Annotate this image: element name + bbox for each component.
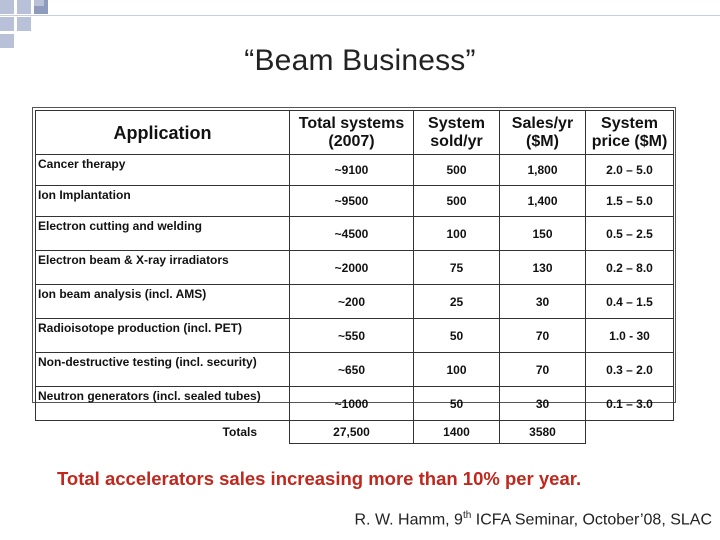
sold-per-yr-cell: 500 bbox=[413, 185, 500, 217]
totals-sold-per-yr: 1400 bbox=[413, 420, 500, 444]
slide-credit: R. W. Hamm, 9th ICFA Seminar, October’08… bbox=[355, 510, 713, 529]
totals-sales-per-yr: 3580 bbox=[499, 420, 586, 444]
application-cell: Ion Implantation bbox=[35, 185, 290, 217]
decor-square bbox=[17, 17, 31, 31]
sold-per-yr-cell: 50 bbox=[413, 318, 500, 353]
total-systems-cell: ~200 bbox=[289, 284, 414, 319]
sold-per-yr-cell: 100 bbox=[413, 216, 500, 251]
column-header: System sold/yr bbox=[413, 110, 500, 155]
growth-statement: Total accelerators sales increasing more… bbox=[57, 468, 582, 489]
price-cell: 2.0 – 5.0 bbox=[585, 154, 674, 186]
sales-per-yr-cell: 30 bbox=[499, 284, 586, 319]
credit-prefix: R. W. Hamm, 9 bbox=[354, 511, 463, 529]
beam-business-table: Application Total systems (2007) System so… bbox=[35, 110, 674, 444]
application-cell: Electron beam & X-ray irradiators bbox=[35, 250, 290, 285]
table-row: Ion Implantation ~9500 500 1,400 1.5 – 5… bbox=[35, 185, 674, 217]
decor-square bbox=[0, 0, 14, 14]
application-cell: Ion beam analysis (incl. AMS) bbox=[35, 284, 290, 319]
totals-empty-cell bbox=[586, 421, 674, 444]
table-header-row: Application Total systems (2007) System so… bbox=[35, 110, 674, 155]
sales-per-yr-cell: 70 bbox=[499, 318, 586, 353]
totals-row: Totals 27,500 1400 3580 bbox=[36, 420, 674, 444]
sold-per-yr-cell: 100 bbox=[413, 352, 500, 387]
application-cell: Non-destructive testing (incl. security) bbox=[35, 352, 290, 387]
total-systems-cell: ~2000 bbox=[289, 250, 414, 285]
totals-total-systems: 27,500 bbox=[289, 420, 414, 444]
total-systems-cell: ~550 bbox=[289, 318, 414, 353]
sales-per-yr-cell: 1,800 bbox=[499, 154, 586, 186]
table-row: Neutron generators (incl. sealed tubes) … bbox=[35, 386, 674, 421]
decor-square bbox=[0, 17, 14, 31]
application-cell: Cancer therapy bbox=[35, 154, 290, 186]
sales-per-yr-cell: 1,400 bbox=[499, 185, 586, 217]
credit-suffix: ICFA Seminar, October’08, SLAC bbox=[471, 511, 712, 529]
sold-per-yr-cell: 75 bbox=[413, 250, 500, 285]
column-header: Sales/yr ($M) bbox=[499, 110, 586, 155]
header-rule bbox=[0, 15, 720, 16]
price-cell: 0.2 – 8.0 bbox=[585, 250, 674, 285]
decor-square bbox=[17, 0, 31, 14]
sold-per-yr-cell: 500 bbox=[413, 154, 500, 186]
sold-per-yr-cell: 25 bbox=[413, 284, 500, 319]
sales-per-yr-cell: 70 bbox=[499, 352, 586, 387]
price-cell: 0.1 – 3.0 bbox=[585, 386, 674, 421]
totals-label: Totals bbox=[222, 425, 257, 440]
price-cell: 1.5 – 5.0 bbox=[585, 185, 674, 217]
column-header: System price ($M) bbox=[585, 110, 674, 155]
total-systems-cell: ~9100 bbox=[289, 154, 414, 186]
sales-per-yr-cell: 30 bbox=[499, 386, 586, 421]
beam-business-table-frame: Application Total systems (2007) System so… bbox=[32, 107, 676, 444]
sales-per-yr-cell: 130 bbox=[499, 250, 586, 285]
table-row: Radioisotope production (incl. PET) ~550… bbox=[35, 318, 674, 353]
total-systems-cell: ~9500 bbox=[289, 185, 414, 217]
table-row: Ion beam analysis (incl. AMS) ~200 25 30… bbox=[35, 284, 674, 319]
price-cell: 1.0 - 30 bbox=[585, 318, 674, 353]
table-row: Cancer therapy ~9100 500 1,800 2.0 – 5.0 bbox=[35, 154, 674, 186]
application-cell: Radioisotope production (incl. PET) bbox=[35, 318, 290, 353]
table-row: Non-destructive testing (incl. security)… bbox=[35, 352, 674, 387]
price-cell: 0.4 – 1.5 bbox=[585, 284, 674, 319]
application-cell: Neutron generators (incl. sealed tubes) bbox=[35, 386, 290, 421]
sold-per-yr-cell: 50 bbox=[413, 386, 500, 421]
total-systems-cell: ~650 bbox=[289, 352, 414, 387]
credit-superscript: th bbox=[462, 510, 472, 521]
decor-square bbox=[0, 34, 14, 48]
price-cell: 0.5 – 2.5 bbox=[585, 216, 674, 251]
price-cell: 0.3 – 2.0 bbox=[585, 352, 674, 387]
table-row: Electron cutting and welding ~4500 100 1… bbox=[35, 216, 674, 251]
total-systems-cell: ~1000 bbox=[289, 386, 414, 421]
application-cell: Electron cutting and welding bbox=[35, 216, 290, 251]
column-header: Total systems (2007) bbox=[289, 110, 414, 155]
slide-title: “Beam Business” bbox=[244, 44, 476, 77]
total-systems-cell: ~4500 bbox=[289, 216, 414, 251]
column-header: Application bbox=[35, 110, 290, 155]
sales-per-yr-cell: 150 bbox=[499, 216, 586, 251]
decor-square bbox=[34, 0, 44, 6]
table-row: Electron beam & X-ray irradiators ~2000 … bbox=[35, 250, 674, 285]
